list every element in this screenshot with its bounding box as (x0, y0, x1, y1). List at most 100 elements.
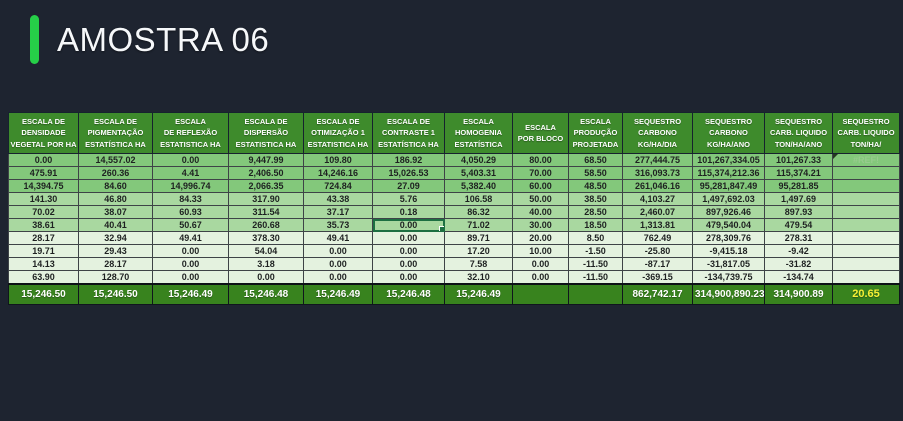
table-cell[interactable]: 0.00 (372, 244, 445, 258)
table-cell[interactable]: 38.61 (8, 218, 79, 232)
table-cell[interactable]: 17.20 (444, 244, 513, 258)
table-cell[interactable]: 58.50 (568, 166, 623, 180)
table-cell[interactable] (832, 205, 900, 219)
table-cell[interactable]: 0.00 (512, 257, 569, 271)
table-cell[interactable]: 0.00 (372, 231, 445, 245)
table-cell[interactable]: 1,497,692.03 (692, 192, 765, 206)
column-header-1[interactable]: ESCALA DE PIGMENTAÇÃO ESTATÍSTICA HA (78, 112, 153, 154)
table-cell[interactable]: 14,557.02 (78, 153, 153, 167)
table-cell[interactable]: 186.92 (372, 153, 445, 167)
table-cell[interactable]: 50.67 (152, 218, 229, 232)
table-cell[interactable]: 0.00 (303, 244, 373, 258)
table-cell[interactable] (832, 218, 900, 232)
table-cell[interactable]: 475.91 (8, 166, 79, 180)
table-cell[interactable]: 14,246.16 (303, 166, 373, 180)
table-cell[interactable]: -31.82 (764, 257, 833, 271)
table-cell[interactable]: 2,406.50 (228, 166, 304, 180)
column-header-11[interactable]: SEQUESTRO CARB. LIQUIDO TON/HA/ANO (764, 112, 833, 154)
table-cell[interactable]: 277,444.75 (622, 153, 693, 167)
table-cell[interactable]: 18.50 (568, 218, 623, 232)
table-cell[interactable]: 63.90 (8, 270, 79, 285)
table-cell[interactable]: 0.00 (303, 270, 373, 285)
table-cell[interactable]: 0.00 (372, 270, 445, 285)
table-cell[interactable]: 479.54 (764, 218, 833, 232)
total-cell[interactable]: 314,900.89 (764, 283, 833, 305)
table-cell[interactable]: 68.50 (568, 153, 623, 167)
column-header-10[interactable]: SEQUESTRO CARBONO KG/HA/ANO (692, 112, 765, 154)
table-cell[interactable]: 38.07 (78, 205, 153, 219)
table-cell[interactable]: 32.94 (78, 231, 153, 245)
table-cell[interactable]: 8.50 (568, 231, 623, 245)
table-cell[interactable]: 40.41 (78, 218, 153, 232)
table-cell[interactable]: -87.17 (622, 257, 693, 271)
column-header-9[interactable]: SEQUESTRO CARBONO KG/HA/DIA (622, 112, 693, 154)
table-cell[interactable]: 7.58 (444, 257, 513, 271)
table-cell[interactable]: 115,374,212.36 (692, 166, 765, 180)
table-cell[interactable]: 0.00 (152, 270, 229, 285)
table-cell[interactable]: 762.49 (622, 231, 693, 245)
table-cell[interactable]: 260.68 (228, 218, 304, 232)
table-cell[interactable]: 106.58 (444, 192, 513, 206)
table-cell[interactable]: 4.41 (152, 166, 229, 180)
table-cell[interactable]: 278,309.76 (692, 231, 765, 245)
table-cell[interactable]: 897.93 (764, 205, 833, 219)
column-header-7[interactable]: ESCALA POR BLOCO (512, 112, 569, 154)
table-cell[interactable] (832, 166, 900, 180)
table-cell[interactable]: 49.41 (303, 231, 373, 245)
column-header-12[interactable]: SEQUESTRO CARB. LIQUIDO TON/HA/ (832, 112, 900, 154)
table-cell[interactable]: 0.00 (228, 270, 304, 285)
table-cell[interactable]: 101,267.33 (764, 153, 833, 167)
table-cell[interactable]: -11.50 (568, 270, 623, 285)
table-cell[interactable]: 101,267,334.05 (692, 153, 765, 167)
table-cell[interactable]: 9,447.99 (228, 153, 304, 167)
table-cell[interactable]: 2,460.07 (622, 205, 693, 219)
table-cell[interactable]: 109.80 (303, 153, 373, 167)
table-cell[interactable]: 128.70 (78, 270, 153, 285)
table-cell[interactable]: -11.50 (568, 257, 623, 271)
table-cell[interactable]: -134,739.75 (692, 270, 765, 285)
total-cell[interactable]: 15,246.50 (8, 283, 79, 305)
table-cell[interactable]: 86.32 (444, 205, 513, 219)
table-cell[interactable]: 2,066.35 (228, 179, 304, 193)
table-cell[interactable]: 10.00 (512, 244, 569, 258)
table-cell[interactable]: 316,093.73 (622, 166, 693, 180)
column-header-2[interactable]: ESCALA DE REFLEXÃO ESTATISTICA HA (152, 112, 229, 154)
table-cell[interactable]: 317.90 (228, 192, 304, 206)
total-cell[interactable]: 314,900,890.23 (692, 283, 765, 305)
table-cell[interactable]: 50.00 (512, 192, 569, 206)
table-cell[interactable]: 30.00 (512, 218, 569, 232)
table-cell[interactable]: 37.17 (303, 205, 373, 219)
table-cell[interactable]: 84.33 (152, 192, 229, 206)
table-cell[interactable]: 49.41 (152, 231, 229, 245)
ref-error-cell[interactable]: #REF! (832, 153, 900, 167)
table-cell[interactable] (832, 179, 900, 193)
total-cell[interactable]: 15,246.49 (152, 283, 229, 305)
table-cell[interactable]: 897,926.46 (692, 205, 765, 219)
table-cell[interactable] (832, 192, 900, 206)
table-cell[interactable]: 95,281,847.49 (692, 179, 765, 193)
column-header-3[interactable]: ESCALA DE DISPERSÃO ESTATISTICA HA (228, 112, 304, 154)
table-cell[interactable]: 19.71 (8, 244, 79, 258)
table-cell[interactable]: 35.73 (303, 218, 373, 232)
table-cell[interactable]: 311.54 (228, 205, 304, 219)
table-cell[interactable]: -9.42 (764, 244, 833, 258)
table-cell[interactable]: -1.50 (568, 244, 623, 258)
table-cell[interactable]: 0.00 (152, 244, 229, 258)
total-cell[interactable] (568, 283, 623, 305)
table-cell[interactable]: 4,050.29 (444, 153, 513, 167)
table-cell[interactable]: -31,817.05 (692, 257, 765, 271)
table-cell[interactable]: 5.76 (372, 192, 445, 206)
table-cell[interactable]: 60.00 (512, 179, 569, 193)
table-cell[interactable]: -25.80 (622, 244, 693, 258)
table-cell[interactable]: 0.18 (372, 205, 445, 219)
total-cell[interactable]: 15,246.50 (78, 283, 153, 305)
total-cell[interactable] (512, 283, 569, 305)
table-cell[interactable]: 40.00 (512, 205, 569, 219)
table-cell[interactable]: 14,996.74 (152, 179, 229, 193)
total-cell[interactable]: 862,742.17 (622, 283, 693, 305)
table-cell[interactable]: -134.74 (764, 270, 833, 285)
table-cell[interactable]: 0.00 (152, 257, 229, 271)
table-cell[interactable]: 278.31 (764, 231, 833, 245)
table-cell[interactable]: 80.00 (512, 153, 569, 167)
table-cell[interactable]: 0.00 (512, 270, 569, 285)
